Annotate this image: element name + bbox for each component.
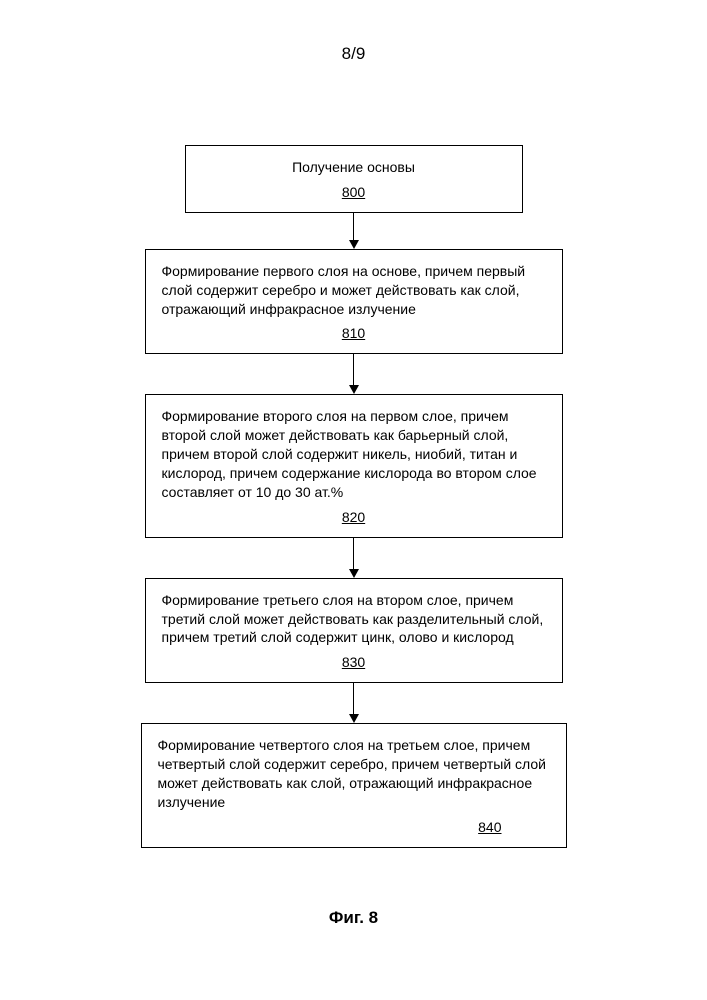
page: 8/9 Получение основы 800 Формирование пе… (0, 0, 707, 1000)
arrow-shaft (353, 354, 354, 386)
flow-node-ref: 800 (202, 183, 506, 202)
figure-caption: Фиг. 8 (0, 908, 707, 928)
flow-node-text: Формирование третьего слоя на втором сло… (162, 591, 546, 648)
arrow-shaft (353, 683, 354, 715)
flowchart: Получение основы 800 Формирование первог… (0, 145, 707, 848)
flow-node-830: Формирование третьего слоя на втором сло… (145, 578, 563, 684)
arrow-head-icon (349, 569, 359, 578)
flow-node-ref: 840 (158, 818, 550, 837)
flow-node-ref: 810 (162, 324, 546, 343)
flow-node-text: Получение основы (202, 158, 506, 177)
flow-node-820: Формирование второго слоя на первом слое… (145, 394, 563, 537)
page-number: 8/9 (0, 44, 707, 64)
arrow-head-icon (349, 240, 359, 249)
flow-arrow (349, 213, 359, 249)
flow-node-text: Формирование четвертого слоя на третьем … (158, 736, 550, 812)
flow-node-800: Получение основы 800 (185, 145, 523, 213)
flow-arrow (349, 683, 359, 723)
flow-node-text: Формирование первого слоя на основе, при… (162, 262, 546, 319)
flow-node-ref: 830 (162, 653, 546, 672)
flow-node-810: Формирование первого слоя на основе, при… (145, 249, 563, 355)
arrow-head-icon (349, 714, 359, 723)
arrow-shaft (353, 538, 354, 570)
flow-node-text: Формирование второго слоя на первом слое… (162, 407, 546, 501)
flow-node-ref: 820 (162, 508, 546, 527)
arrow-head-icon (349, 385, 359, 394)
flow-node-840: Формирование четвертого слоя на третьем … (141, 723, 567, 847)
flow-arrow (349, 538, 359, 578)
arrow-shaft (353, 213, 354, 241)
flow-arrow (349, 354, 359, 394)
